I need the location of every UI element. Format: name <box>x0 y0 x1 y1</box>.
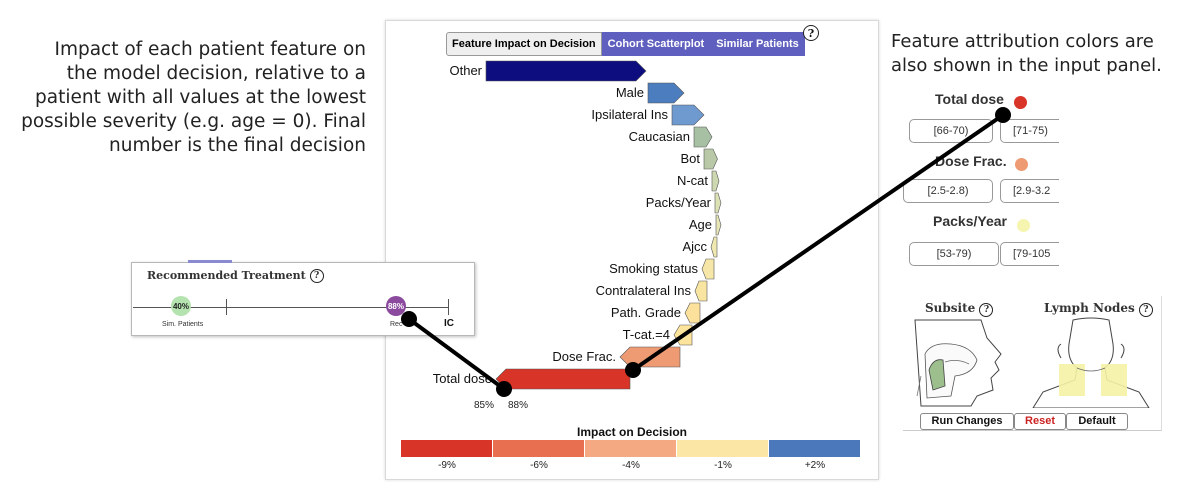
tab-fragment <box>188 260 232 263</box>
dose-frac-option-2[interactable]: [2.9-3.2 <box>1000 179 1059 203</box>
waterfall-bar-ipsilateral-ins <box>671 104 705 126</box>
caption-left: Impact of each patient feature on the mo… <box>21 39 366 156</box>
waterfall-bar-path-grade <box>684 302 701 324</box>
legend-tick-3: -4% <box>622 460 640 471</box>
packs-year-option-2[interactable]: [79-105 <box>1000 242 1059 266</box>
dose-frac-color-dot <box>1015 158 1028 171</box>
scale-tick <box>226 299 227 315</box>
packs-year-title: Packs/Year <box>933 213 1007 229</box>
total-dose-color-dot <box>1014 96 1027 109</box>
subsite-diagram[interactable] <box>911 316 1011 408</box>
feature-label: Male <box>615 85 644 100</box>
feature-label: Smoking status <box>609 261 698 276</box>
waterfall-bar-other <box>485 60 647 82</box>
recommended-treatment-panel: Recommended Treatment ? 40% 88% Sim. Pat… <box>131 260 475 336</box>
total-dose-option-1[interactable]: [66-70) <box>909 119 993 143</box>
waterfall-bar-packs-year <box>714 192 722 214</box>
feature-impact-panel: Feature Impact on Decision Cohort Scatte… <box>385 20 879 480</box>
dose-frac-option-1[interactable]: [2.5-2.8) <box>903 179 993 203</box>
help-icon[interactable]: ? <box>803 25 819 41</box>
lymph-nodes-title: Lymph Nodes ? <box>1044 301 1153 317</box>
feature-label: Packs/Year <box>645 195 711 210</box>
total-dose-title: Total dose <box>935 91 1004 107</box>
waterfall-bar-dose-frac- <box>619 346 681 368</box>
feature-label: N-cat <box>676 173 708 188</box>
caption-right: Feature attribution colors are also show… <box>891 31 1162 76</box>
total-dose-option-2[interactable]: [71-75) <box>1000 119 1059 143</box>
waterfall-bar-male <box>647 82 685 104</box>
treatment-scale-line <box>133 307 448 308</box>
waterfall-bar-t-cat-4 <box>673 324 693 346</box>
tab-feature-impact[interactable]: Feature Impact on Decision <box>446 32 602 56</box>
dose-frac-title: Dose Frac. <box>935 153 1007 169</box>
anatomy-panel: Subsite ? Lymph Nodes ? Run Changes Rese… <box>903 296 1162 431</box>
feature-label: Ajcc <box>682 239 707 254</box>
recommended-treatment-title: Recommended Treatment ? <box>147 269 324 283</box>
feature-label: Total dose <box>432 371 492 386</box>
legend-color-bar <box>401 440 861 457</box>
feature-label: Dose Frac. <box>552 349 616 364</box>
subsite-title: Subsite ? <box>925 301 994 317</box>
help-icon[interactable]: ? <box>1138 303 1153 317</box>
feature-label: Caucasian <box>628 129 690 144</box>
legend-tick-2: -6% <box>530 460 548 471</box>
reset-button[interactable]: Reset <box>1014 413 1066 430</box>
legend-swatch-4 <box>677 440 769 457</box>
sim-patients-label: Sim. Patients <box>162 321 204 328</box>
tab-cohort-scatterplot[interactable]: Cohort Scatterplot <box>601 32 711 56</box>
packs-year-color-dot <box>1017 219 1030 232</box>
legend-tick-4: -1% <box>714 460 732 471</box>
legend-tick-5: +2% <box>804 460 826 471</box>
legend-tick-1: -9% <box>438 460 456 471</box>
start-percent-label: 85% <box>474 400 495 411</box>
ic-label: IC <box>444 318 454 329</box>
scale-tick <box>448 299 449 315</box>
legend-swatch-2 <box>493 440 585 457</box>
feature-label: Age <box>688 217 712 232</box>
legend-swatch-1 <box>401 440 493 457</box>
run-changes-button[interactable]: Run Changes <box>920 413 1014 430</box>
waterfall-bar-caucasian <box>693 126 713 148</box>
default-button[interactable]: Default <box>1066 413 1128 430</box>
sim-patients-marker: 40% <box>171 296 191 316</box>
feature-label: Contralateral Ins <box>595 283 691 298</box>
recommended-marker: 88% <box>386 296 406 316</box>
packs-year-option-1[interactable]: [53-79) <box>909 242 999 266</box>
waterfall-bar-ajcc <box>710 236 718 258</box>
legend-title: Impact on Decision <box>576 425 688 439</box>
legend-swatch-5 <box>769 440 861 457</box>
waterfall-bar-bot <box>703 148 718 170</box>
feature-label: Path. Grade <box>610 305 681 320</box>
legend-swatch-3 <box>585 440 677 457</box>
help-icon[interactable]: ? <box>309 269 324 283</box>
recommended-label: Rec <box>390 321 403 328</box>
help-icon[interactable]: ? <box>979 303 994 317</box>
waterfall-bar-contralateral-ins <box>694 280 708 302</box>
input-panel: Total dose [66-70) [71-75) Dose Frac. [2… <box>903 86 1059 270</box>
final-percent-label: 88% <box>508 400 529 411</box>
feature-label: T-cat.=4 <box>622 327 670 342</box>
waterfall-bar-age <box>715 214 722 236</box>
lymph-nodes-diagram[interactable] <box>1031 316 1151 408</box>
feature-label: Ipsilateral Ins <box>591 107 668 122</box>
waterfall-bar-n-cat <box>711 170 720 192</box>
feature-label: Other <box>449 63 482 78</box>
tab-similar-patients[interactable]: Similar Patients <box>710 32 805 56</box>
waterfall-bar-total-dose <box>495 368 631 390</box>
view-tabs: Feature Impact on Decision Cohort Scatte… <box>446 32 805 56</box>
feature-label: Bot <box>680 151 700 166</box>
waterfall-bar-smoking-status <box>701 258 715 280</box>
